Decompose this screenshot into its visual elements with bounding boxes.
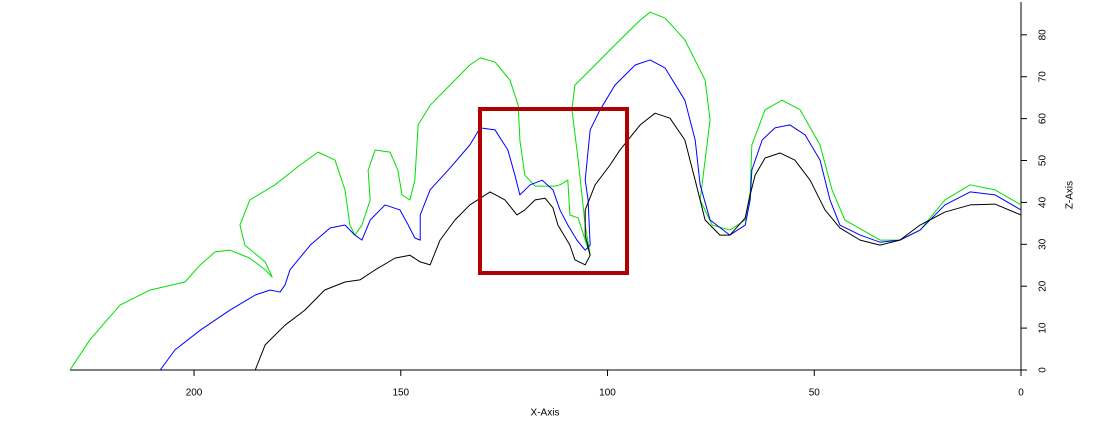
x-axis-title: X-Axis (531, 408, 560, 419)
data-line (69, 11, 1022, 371)
x-tick-label: 100 (599, 388, 616, 399)
z-tick-label: 50 (1038, 155, 1049, 167)
x-tick-label: 0 (1018, 388, 1024, 399)
z-tick-label: 80 (1038, 29, 1049, 41)
x-tick-label: 200 (186, 388, 203, 399)
z-tick-label: 0 (1038, 367, 1049, 373)
x-tick-label: 150 (392, 388, 409, 399)
z-tick-label: 70 (1038, 71, 1049, 83)
z-tick-label: 10 (1038, 322, 1049, 334)
z-tick-label: 20 (1038, 280, 1049, 292)
data-line (159, 59, 1022, 371)
z-tick-label: 40 (1038, 196, 1049, 208)
highlight-box (478, 107, 629, 275)
data-line (254, 112, 1022, 371)
plot-area (69, 11, 1022, 371)
z-tick-label: 60 (1038, 113, 1049, 125)
x-tick-label: 50 (809, 388, 821, 399)
z-axis-title: Z-Axis (1065, 181, 1076, 209)
z-tick-label: 30 (1038, 238, 1049, 250)
